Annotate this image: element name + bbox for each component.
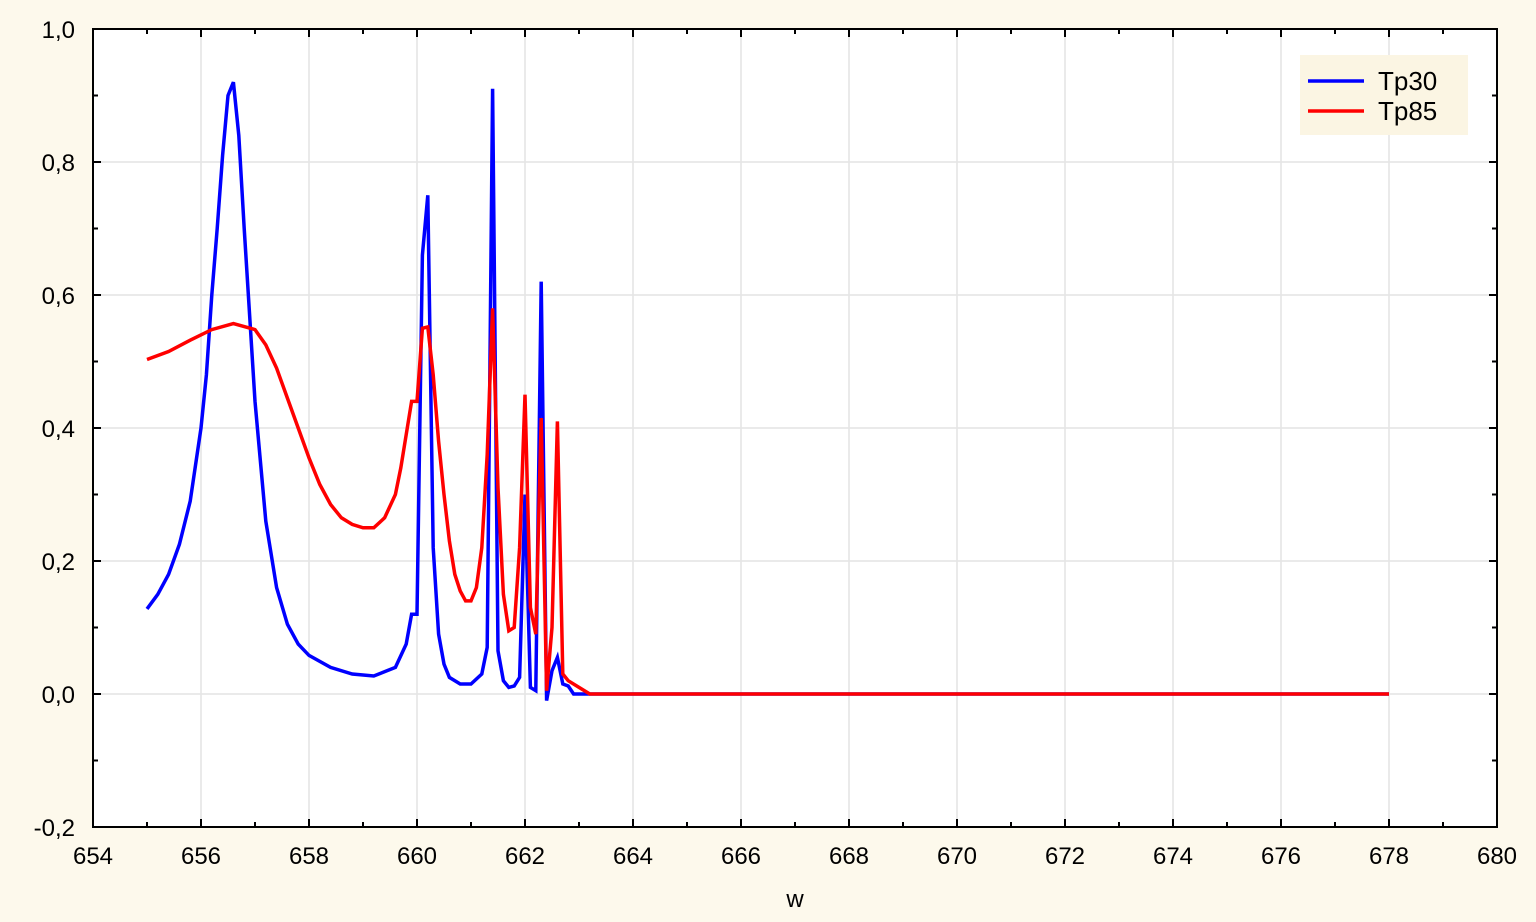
x-tick-label: 662 bbox=[505, 843, 545, 870]
x-tick-label: 674 bbox=[1153, 843, 1193, 870]
ticks bbox=[92, 28, 1498, 828]
series-line-tp30 bbox=[145, 81, 1389, 701]
x-tick-label: 656 bbox=[181, 843, 221, 870]
x-tick-labels: 654 656 658 660 662 664 666 668 670 672 674 676 678 6… bbox=[73, 843, 1517, 870]
x-tick-label: 664 bbox=[613, 843, 653, 870]
y-tick-labels: -0,2 0,0 0,2 0,4 0,6 0,8 1,0 bbox=[34, 17, 75, 842]
y-tick-label: 0,2 bbox=[42, 549, 75, 576]
x-tick-label: 654 bbox=[73, 843, 113, 870]
series-lines bbox=[145, 81, 1389, 701]
legend-label-tp85: Tp85 bbox=[1378, 96, 1437, 126]
x-tick-label: 668 bbox=[829, 843, 869, 870]
legend-label-tp30: Tp30 bbox=[1378, 66, 1437, 96]
legend-box bbox=[1300, 55, 1468, 135]
y-tick-label: 0,0 bbox=[42, 682, 75, 709]
x-tick-label: 666 bbox=[721, 843, 761, 870]
series-line-tp85 bbox=[146, 308, 1389, 696]
x-tick-label: 658 bbox=[289, 843, 329, 870]
y-tick-label: 0,8 bbox=[42, 150, 75, 177]
y-tick-label: 0,4 bbox=[42, 416, 75, 443]
y-tick-label: -0,2 bbox=[34, 815, 75, 842]
x-tick-label: 670 bbox=[937, 843, 977, 870]
x-tick-label: 676 bbox=[1261, 843, 1301, 870]
y-tick-label: 1,0 bbox=[42, 17, 75, 44]
y-tick-label: 0,6 bbox=[42, 283, 75, 310]
x-tick-label: 680 bbox=[1477, 843, 1517, 870]
x-tick-label: 672 bbox=[1045, 843, 1085, 870]
x-axis-label: w bbox=[785, 886, 804, 913]
x-tick-label: 678 bbox=[1369, 843, 1409, 870]
x-tick-label: 660 bbox=[397, 843, 437, 870]
